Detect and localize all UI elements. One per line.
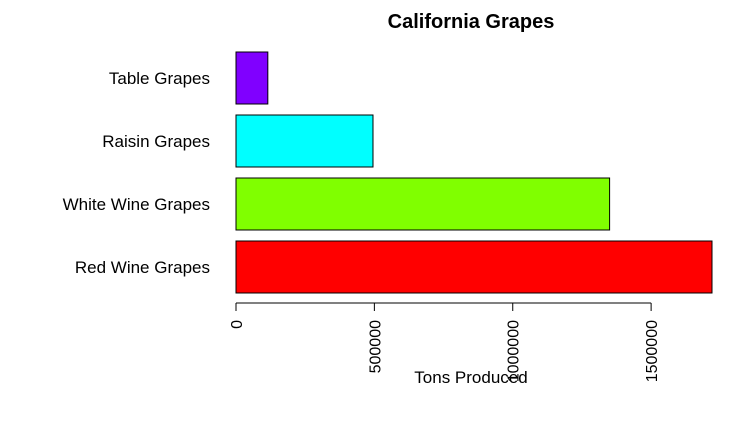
x-tick-label: 1500000	[644, 320, 661, 382]
category-labels-group: Red Wine Grapes White Wine Grapes Raisin G…	[63, 69, 210, 277]
category-label: Table Grapes	[109, 69, 210, 88]
category-label: Red Wine Grapes	[75, 258, 210, 277]
x-tick-label: 0	[229, 320, 246, 329]
bars-group	[235, 51, 713, 294]
chart-title: California Grapes	[388, 11, 555, 33]
bar-white-wine-grapes	[235, 177, 611, 231]
x-axis: 0 500000 1000000 1500000	[229, 302, 661, 382]
bar-raisin-grapes	[235, 114, 374, 168]
x-tick-label: 500000	[367, 320, 384, 373]
x-tick-label: 1000000	[506, 320, 523, 382]
x-axis-label: Tons Produced	[414, 368, 527, 387]
category-label: White Wine Grapes	[63, 195, 210, 214]
bar-red-wine-grapes	[235, 240, 713, 294]
category-label: Raisin Grapes	[102, 132, 210, 151]
bar-table-grapes	[235, 51, 269, 105]
